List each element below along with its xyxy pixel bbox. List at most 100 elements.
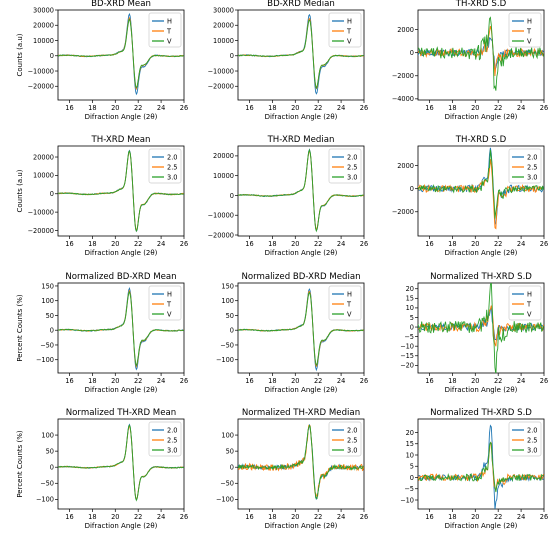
series-line-3.0: [238, 148, 364, 233]
y-tick-label: 100: [221, 431, 234, 439]
chart-panel: BD-XRD Median 16 18 20 22 24 26 −20000 −10000 0 10…: [207, 0, 368, 121]
legend-label: 3.0: [167, 446, 178, 454]
x-axis-label: Difraction Angle (2θ): [85, 386, 158, 394]
y-tick-label: 10000: [33, 172, 54, 180]
y-tick-label: 10000: [213, 37, 234, 45]
y-tick-label: −20: [400, 362, 414, 370]
x-tick-label: 22: [494, 104, 502, 112]
x-tick-label: 26: [540, 104, 548, 112]
y-tick-label: 10000: [213, 172, 234, 180]
y-tick-label: 10: [406, 304, 414, 312]
x-tick-label: 20: [111, 104, 119, 112]
plot-frame: [417, 145, 545, 237]
x-tick-label: 20: [471, 240, 479, 248]
x-tick-label: 20: [291, 104, 299, 112]
plot-frame: [237, 418, 365, 510]
legend-box: [508, 12, 542, 48]
legend-label: T: [346, 27, 352, 35]
x-tick-label: 22: [314, 240, 322, 248]
y-tick-label: 100: [41, 297, 54, 305]
x-tick-label: 20: [471, 377, 479, 385]
y-tick-label: −20000: [27, 83, 54, 91]
x-axis-label: Difraction Angle (2θ): [445, 386, 518, 394]
series-line-3.0: [238, 424, 364, 500]
chart-title: Normalized BD-XRD Median: [241, 272, 360, 282]
x-tick-label: 16: [65, 513, 73, 521]
x-axis-label: Difraction Angle (2θ): [85, 113, 158, 121]
x-tick-label: 20: [111, 240, 119, 248]
chart-title: BD-XRD Mean: [91, 0, 151, 9]
chart-title: TH-XRD Median: [267, 135, 335, 145]
y-tick-label: 50: [226, 447, 234, 455]
x-tick-label: 16: [245, 513, 253, 521]
x-tick-label: 24: [517, 240, 525, 248]
x-tick-label: 16: [65, 240, 73, 248]
y-tick-label: 0: [50, 190, 54, 198]
series-line-V: [58, 18, 184, 89]
y-tick-label: −5: [404, 333, 414, 341]
x-tick-label: 18: [88, 513, 96, 521]
series-line-2.5: [418, 159, 544, 230]
x-tick-label: 24: [337, 104, 345, 112]
y-tick-label: 15: [406, 295, 414, 303]
x-tick-label: 18: [448, 240, 456, 248]
y-tick-label: 0: [410, 474, 414, 482]
legend-label: 2.5: [347, 163, 358, 171]
chart-title: Normalized BD-XRD Mean: [65, 272, 176, 282]
y-tick-label: −100: [36, 496, 54, 504]
chart-panel: Normalized TH-XRD S.D 16 18 20 22 24 26 −20 −15 −…: [400, 272, 548, 394]
y-tick-label: 20: [406, 285, 414, 293]
x-tick-label: 24: [517, 513, 525, 521]
plot-frame: [237, 9, 365, 101]
legend-label: 3.0: [347, 446, 358, 454]
legend-label: 2.5: [167, 163, 178, 171]
series-line-V: [418, 283, 544, 373]
x-tick-label: 18: [268, 240, 276, 248]
legend-label: 2.5: [527, 436, 538, 444]
x-tick-label: 22: [494, 377, 502, 385]
x-tick-label: 26: [360, 377, 368, 385]
x-tick-label: 20: [291, 240, 299, 248]
legend-label: V: [167, 37, 172, 45]
y-tick-label: 0: [50, 464, 54, 472]
x-tick-label: 16: [245, 240, 253, 248]
y-tick-label: 30000: [213, 6, 234, 14]
x-tick-label: 18: [268, 104, 276, 112]
x-tick-label: 18: [88, 104, 96, 112]
x-axis-label: Difraction Angle (2θ): [85, 249, 158, 257]
x-tick-label: 18: [448, 377, 456, 385]
legend-label: 2.0: [347, 153, 358, 161]
y-tick-label: −100: [216, 356, 234, 364]
x-tick-label: 26: [360, 513, 368, 521]
legend-label: V: [527, 37, 532, 45]
x-tick-label: 26: [360, 104, 368, 112]
y-axis-label: Percent Counts (%): [16, 294, 24, 362]
y-tick-label: 20: [406, 429, 414, 437]
x-tick-label: 26: [180, 240, 188, 248]
x-tick-label: 26: [540, 513, 548, 521]
legend-label: H: [347, 17, 352, 25]
y-tick-label: 5: [410, 463, 414, 471]
y-tick-label: −10000: [27, 208, 54, 216]
y-tick-label: −5: [404, 485, 414, 493]
series-line-V: [238, 291, 364, 367]
y-tick-label: −2000: [392, 208, 414, 216]
chart-panel: Normalized BD-XRD Mean 16 18 20 22 24 26 −100 −5…: [16, 272, 188, 394]
legend-label: 3.0: [527, 173, 538, 181]
legend-box: [328, 285, 362, 321]
legend-label: 2.0: [167, 153, 178, 161]
x-tick-label: 26: [180, 104, 188, 112]
y-tick-label: 0: [410, 185, 414, 193]
y-tick-label: 20000: [213, 22, 234, 30]
x-axis-label: Difraction Angle (2θ): [445, 249, 518, 257]
y-tick-label: 20000: [33, 22, 54, 30]
chart-title: Normalized TH-XRD S.D: [430, 408, 532, 418]
chart-panel: Normalized TH-XRD Median 16 18 20 22 24 26 −100…: [216, 408, 368, 530]
y-tick-label: 20000: [213, 152, 234, 160]
y-tick-label: 10: [406, 451, 414, 459]
y-tick-label: 20000: [33, 153, 54, 161]
chart-title: BD-XRD Median: [267, 0, 335, 9]
x-tick-label: 18: [88, 377, 96, 385]
plot-frame: [237, 282, 365, 374]
series-line-V: [58, 290, 184, 367]
